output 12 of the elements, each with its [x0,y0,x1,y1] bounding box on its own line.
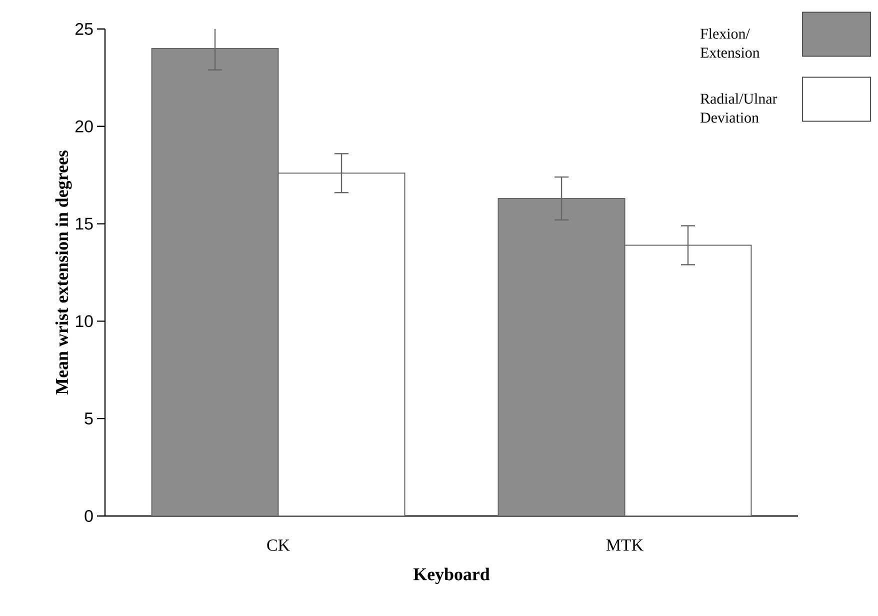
text: Radial/Ulnar Deviation [700,93,778,123]
y-tick-label: 20 [76,120,93,132]
text: Flexion/ Extension [700,28,760,58]
y-tick-label: 0 [84,510,93,522]
x-tick-label: CK [267,540,290,551]
y-tick-label: 10 [76,315,93,328]
y-tick-label: 5 [84,412,93,424]
y-tick-label: 15 [76,218,93,230]
x-axis-title: Keyboard [413,568,490,584]
y-axis-title: Mean wrist extension in degrees [55,150,72,395]
y-tick-label: 25 [76,22,93,35]
x-tick-label: MTK [606,540,644,551]
